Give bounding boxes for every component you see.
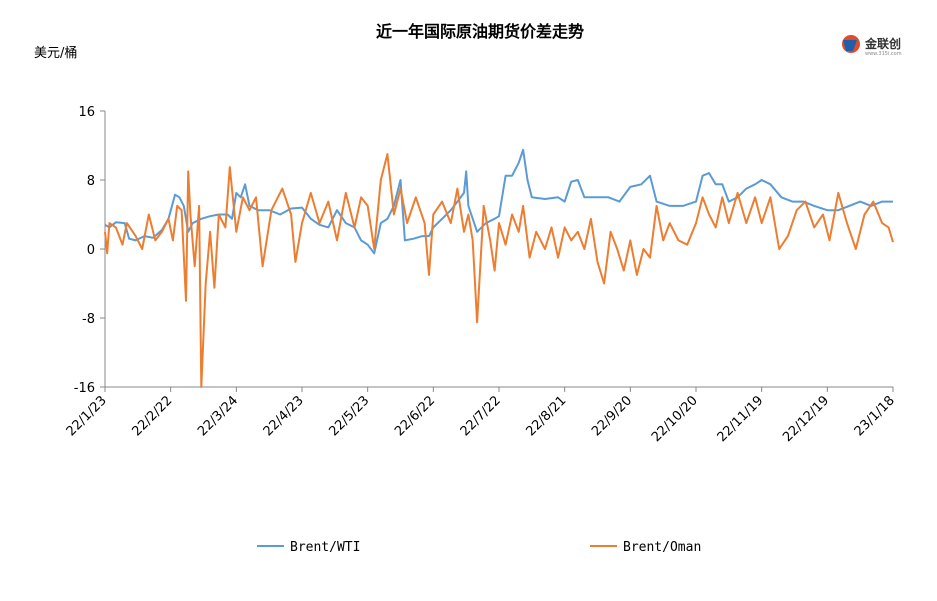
legend-label: Brent/Oman <box>623 540 701 555</box>
x-tick-label: 22/10/20 <box>649 393 701 445</box>
x-tick-label: 22/11/19 <box>715 393 767 445</box>
x-tick-label: 22/5/23 <box>326 393 372 439</box>
y-tick-label: 8 <box>87 174 95 189</box>
logo-subtext: www.315i.com <box>865 51 902 57</box>
series-layer <box>105 150 893 387</box>
legend: Brent/WTI Brent/Oman <box>257 540 701 555</box>
legend-label: Brent/WTI <box>290 540 360 555</box>
x-tick-label: 22/4/23 <box>261 393 307 439</box>
x-tick-label: 22/12/19 <box>780 393 832 445</box>
x-tick-label: 22/8/21 <box>523 393 569 439</box>
x-tick-label: 22/2/22 <box>129 393 175 439</box>
x-tick-label: 23/1/18 <box>852 393 898 439</box>
series-line-brent-wti <box>105 150 893 254</box>
x-tick-label: 22/9/20 <box>589 393 635 439</box>
x-tick-label: 22/1/23 <box>64 393 110 439</box>
x-tick-label: 22/7/22 <box>458 393 504 439</box>
x-tick-label: 22/6/22 <box>392 393 438 439</box>
logo: 金联创 www.315i.com <box>842 35 902 57</box>
y-tick-label: -8 <box>82 312 95 327</box>
y-tick-label: 0 <box>87 243 95 258</box>
x-tick-label: 22/3/24 <box>195 393 241 439</box>
y-axis-label: 美元/桶 <box>34 46 77 61</box>
logo-text: 金联创 <box>864 36 901 51</box>
y-tick-label: -16 <box>74 381 95 396</box>
chart-title: 近一年国际原油期货价差走势 <box>376 22 584 41</box>
y-tick-label: 16 <box>78 105 95 120</box>
